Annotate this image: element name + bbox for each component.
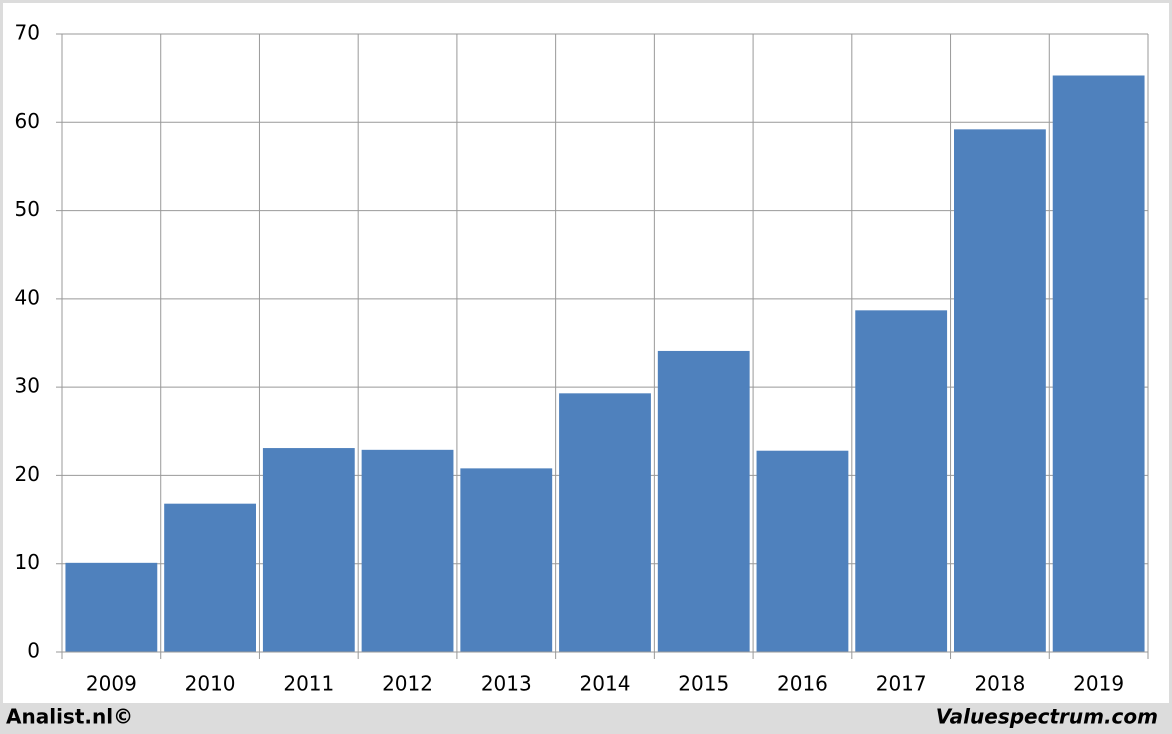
- bar: [855, 310, 948, 652]
- x-tick-label: 2009: [86, 672, 137, 696]
- x-tick-label: 2016: [777, 672, 828, 696]
- y-tick-label: 20: [15, 462, 40, 486]
- footer-right: Valuespectrum.com: [936, 705, 1158, 729]
- y-tick-label: 0: [27, 639, 40, 663]
- bar: [559, 393, 651, 652]
- bar: [954, 129, 1046, 652]
- x-tick-label: 2017: [876, 672, 927, 696]
- bar: [460, 468, 553, 652]
- bar: [164, 503, 256, 652]
- x-tick-label: 2010: [185, 672, 236, 696]
- y-tick-label: 60: [15, 109, 40, 133]
- y-tick-label: 40: [15, 285, 40, 309]
- x-tick-label: 2015: [678, 672, 729, 696]
- x-tick-label: 2018: [974, 672, 1025, 696]
- x-tick-label: 2012: [382, 672, 433, 696]
- x-tick-label: 2011: [283, 672, 334, 696]
- bar: [361, 449, 454, 652]
- x-tick-label: 2014: [580, 672, 631, 696]
- bar: [65, 562, 158, 652]
- y-tick-label: 50: [15, 197, 40, 221]
- footer-left: Analist.nl©: [6, 705, 133, 729]
- bar: [756, 450, 849, 652]
- x-tick-label: 2013: [481, 672, 532, 696]
- y-tick-label: 70: [15, 21, 40, 45]
- bar: [262, 448, 355, 652]
- y-tick-label: 30: [15, 374, 40, 398]
- y-tick-label: 10: [15, 550, 40, 574]
- bar: [1052, 75, 1145, 653]
- bar: [657, 350, 750, 652]
- x-tick-label: 2019: [1073, 672, 1124, 696]
